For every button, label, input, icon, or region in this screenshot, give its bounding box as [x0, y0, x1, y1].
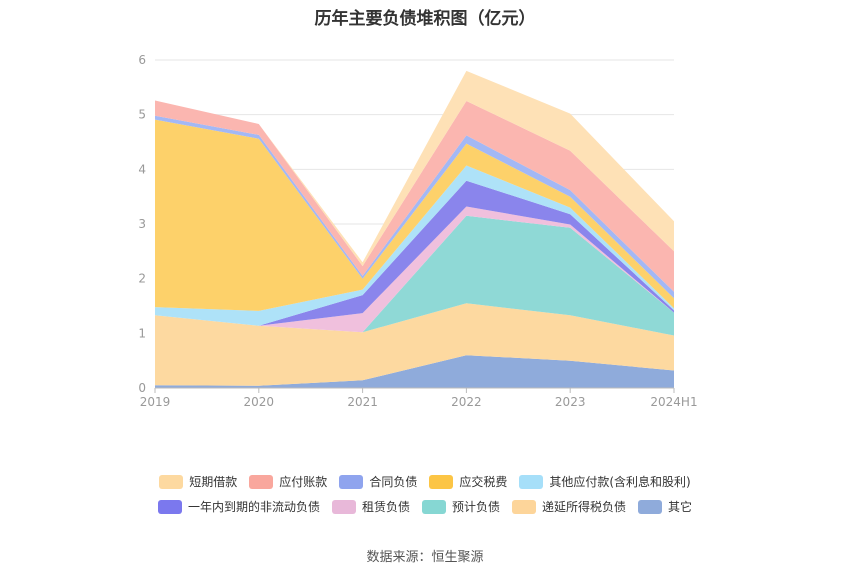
area-一年内到期的非流动负债 [155, 180, 674, 326]
legend-item[interactable]: 预计负债 [421, 498, 500, 515]
x-tick-label: 2019 [140, 395, 171, 409]
legend-item[interactable]: 其它 [638, 498, 692, 515]
y-tick-label: 2 [138, 272, 146, 286]
legend-label: 递延所得税负债 [542, 500, 627, 514]
legend-label: 其它 [668, 500, 693, 514]
y-tick-label: 6 [138, 53, 146, 67]
legend-swatch [519, 474, 544, 489]
area-递延所得税负债 [155, 303, 674, 386]
y-tick-label: 0 [138, 381, 146, 395]
area-短期借款 [155, 70, 674, 267]
legend-item[interactable]: 一年内到期的非流动负债 [157, 498, 320, 515]
legend-label: 短期借款 [189, 475, 238, 489]
y-tick-label: 1 [138, 326, 146, 340]
x-tick-label: 2024H1 [650, 395, 697, 409]
area-租赁负债 [155, 206, 674, 333]
x-tick-label: 2020 [244, 395, 275, 409]
legend-label: 预计负债 [451, 500, 500, 514]
area-应交税费 [155, 119, 674, 311]
chart-title: 历年主要负债堆积图（亿元） [314, 9, 536, 29]
legend-swatch [249, 474, 274, 489]
stacked-area-chart: 0 1 2 3 4 5 6 2019 2020 2021 2022 2023 2024H1 [138, 53, 697, 409]
legend-label: 合同负债 [369, 475, 418, 489]
legend-item[interactable]: 租赁负债 [331, 498, 410, 515]
axes: 0 1 2 3 4 5 6 2019 2020 2021 2022 2023 2024H1 [138, 53, 697, 409]
legend-swatch [429, 474, 454, 489]
y-tick-label: 3 [138, 217, 146, 231]
legend-label: 一年内到期的非流动负债 [187, 500, 320, 514]
legend-label: 应付账款 [279, 475, 328, 489]
legend-row-1: 短期借款 应付账款 合同负债 应交税费 其他应付款(含利息和股利) [159, 473, 691, 490]
legend-swatch [339, 474, 364, 489]
legend-item[interactable]: 应付账款 [249, 473, 327, 490]
x-tick-label: 2021 [347, 395, 378, 409]
legend-swatch [157, 499, 182, 514]
legend-swatch [512, 499, 536, 514]
area-合同负债 [155, 115, 674, 299]
x-tick-label: 2022 [451, 395, 482, 409]
legend: 短期借款 应付账款 合同负债 应交税费 其他应付款(含利息和股利) 一年内到期的非流动负… [0, 473, 850, 515]
legend-label: 租赁负债 [361, 500, 410, 514]
data-source: 数据来源：恒生聚源 [366, 550, 484, 565]
legend-item[interactable]: 合同负债 [339, 473, 417, 490]
y-tick-label: 4 [138, 162, 146, 176]
legend-item[interactable]: 递延所得税负债 [512, 498, 626, 515]
legend-label: 其他应付款(含利息和股利) [549, 475, 691, 489]
legend-swatch [331, 499, 356, 514]
area-其它 [155, 355, 674, 388]
legend-item[interactable]: 应交税费 [429, 473, 507, 490]
legend-item[interactable]: 其他应付款(含利息和股利) [519, 473, 691, 490]
area-series [155, 70, 674, 388]
x-tick-label: 2023 [555, 395, 586, 409]
y-tick-label: 5 [138, 108, 146, 122]
area-其他应付款(含利息和股利) [155, 165, 674, 326]
area-应付账款 [155, 100, 674, 292]
legend-swatch [159, 474, 184, 489]
legend-swatch [421, 499, 446, 514]
area-预计负债 [155, 215, 674, 336]
legend-swatch [638, 499, 663, 514]
legend-item[interactable]: 短期借款 [159, 473, 237, 490]
legend-label: 应交税费 [459, 475, 508, 489]
legend-row-2: 一年内到期的非流动负债 租赁负债 预计负债 递延所得税负债 其它 [157, 498, 692, 515]
